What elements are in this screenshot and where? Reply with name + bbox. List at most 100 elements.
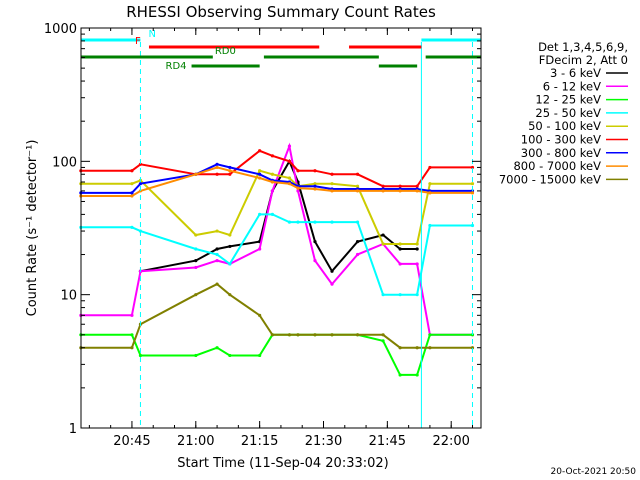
data-point [258, 313, 262, 317]
data-point [194, 293, 198, 297]
data-point [270, 212, 275, 216]
data-point [313, 187, 317, 191]
data-point [194, 353, 198, 358]
data-point [296, 333, 300, 337]
x-tick-label: 21:00 [177, 434, 214, 449]
data-point [130, 346, 134, 350]
data-point [228, 262, 232, 266]
series-line [80, 163, 473, 194]
legend-entry-label: 25 - 50 keV [535, 106, 601, 120]
data-point [194, 265, 198, 270]
data-point [398, 184, 402, 188]
data-point [398, 293, 402, 297]
data-point [130, 333, 134, 337]
data-point [381, 293, 385, 297]
data-point [138, 182, 143, 186]
data-point [313, 184, 317, 188]
data-point [415, 346, 419, 350]
data-point [228, 169, 232, 173]
legend-entry-label: 100 - 300 keV [521, 133, 601, 147]
data-point [215, 172, 219, 176]
data-point [287, 182, 292, 186]
data-point [258, 353, 262, 358]
series-line [80, 166, 473, 197]
legend-entry-label: 50 - 100 keV [528, 119, 601, 133]
data-point [330, 282, 334, 286]
data-point [130, 225, 134, 229]
y-tick-label: 10 [60, 289, 77, 304]
data-point [138, 353, 143, 358]
data-point [428, 223, 432, 228]
y-tick-label: 1000 [44, 22, 77, 37]
data-point [228, 172, 232, 176]
data-point [355, 189, 360, 193]
flag-bar-label: RD0 [215, 46, 236, 57]
data-point [215, 229, 219, 233]
data-point [355, 172, 360, 176]
x-tick-label: 21:15 [241, 434, 278, 449]
data-point [355, 252, 360, 257]
data-point [287, 176, 292, 180]
data-point [194, 247, 198, 251]
data-point [270, 333, 275, 337]
data-point [194, 233, 198, 237]
data-point [428, 182, 432, 186]
data-point [258, 212, 262, 216]
data-point [381, 233, 385, 237]
data-point [258, 149, 262, 153]
series-line [80, 282, 473, 349]
data-point [313, 259, 317, 263]
y-tick-label: 1 [69, 422, 77, 437]
data-point [296, 169, 300, 173]
data-point [415, 293, 419, 297]
data-point [381, 333, 385, 337]
data-point [381, 189, 385, 193]
data-point [470, 346, 475, 350]
flag-bar-label: RD4 [166, 61, 187, 72]
timestamp: 20-Oct-2021 20:50 [551, 467, 637, 477]
legend-entry-label: 6 - 12 keV [543, 79, 601, 93]
data-point [415, 247, 419, 251]
data-point [428, 346, 432, 350]
data-point [313, 333, 317, 337]
data-point [130, 182, 134, 186]
data-point [228, 244, 232, 249]
flag-bar-label: N [148, 29, 155, 40]
legend-entry-label: 800 - 7000 keV [513, 159, 601, 173]
data-point [330, 172, 334, 176]
data-point [470, 182, 475, 186]
data-point [330, 333, 334, 337]
data-point [330, 182, 334, 186]
data-point [194, 259, 198, 263]
data-point [398, 242, 402, 246]
legend-entry-label: 7000 - 15000 keV [499, 172, 601, 186]
data-point [296, 220, 300, 224]
data-point [296, 189, 300, 193]
series-line [80, 213, 473, 296]
data-point [398, 247, 402, 251]
data-point [228, 353, 232, 358]
data-point [287, 144, 292, 148]
data-point [228, 165, 232, 170]
data-point [215, 247, 219, 251]
data-point [215, 282, 219, 286]
y-tick-label: 100 [52, 155, 77, 170]
data-point [228, 293, 232, 297]
data-point [215, 259, 219, 263]
data-point [258, 169, 262, 173]
data-point [194, 172, 198, 176]
data-point [355, 240, 360, 244]
data-layer [79, 142, 475, 377]
data-point [415, 242, 419, 246]
data-point [355, 220, 360, 224]
data-point [398, 346, 402, 350]
x-tick-label: 20:45 [113, 434, 150, 449]
data-point [287, 333, 292, 337]
y-axis-label: Count Rate (s⁻¹ detector⁻¹) [25, 140, 40, 317]
data-point [330, 220, 334, 224]
data-point [398, 262, 402, 266]
data-point [398, 189, 402, 193]
data-point [270, 154, 275, 158]
